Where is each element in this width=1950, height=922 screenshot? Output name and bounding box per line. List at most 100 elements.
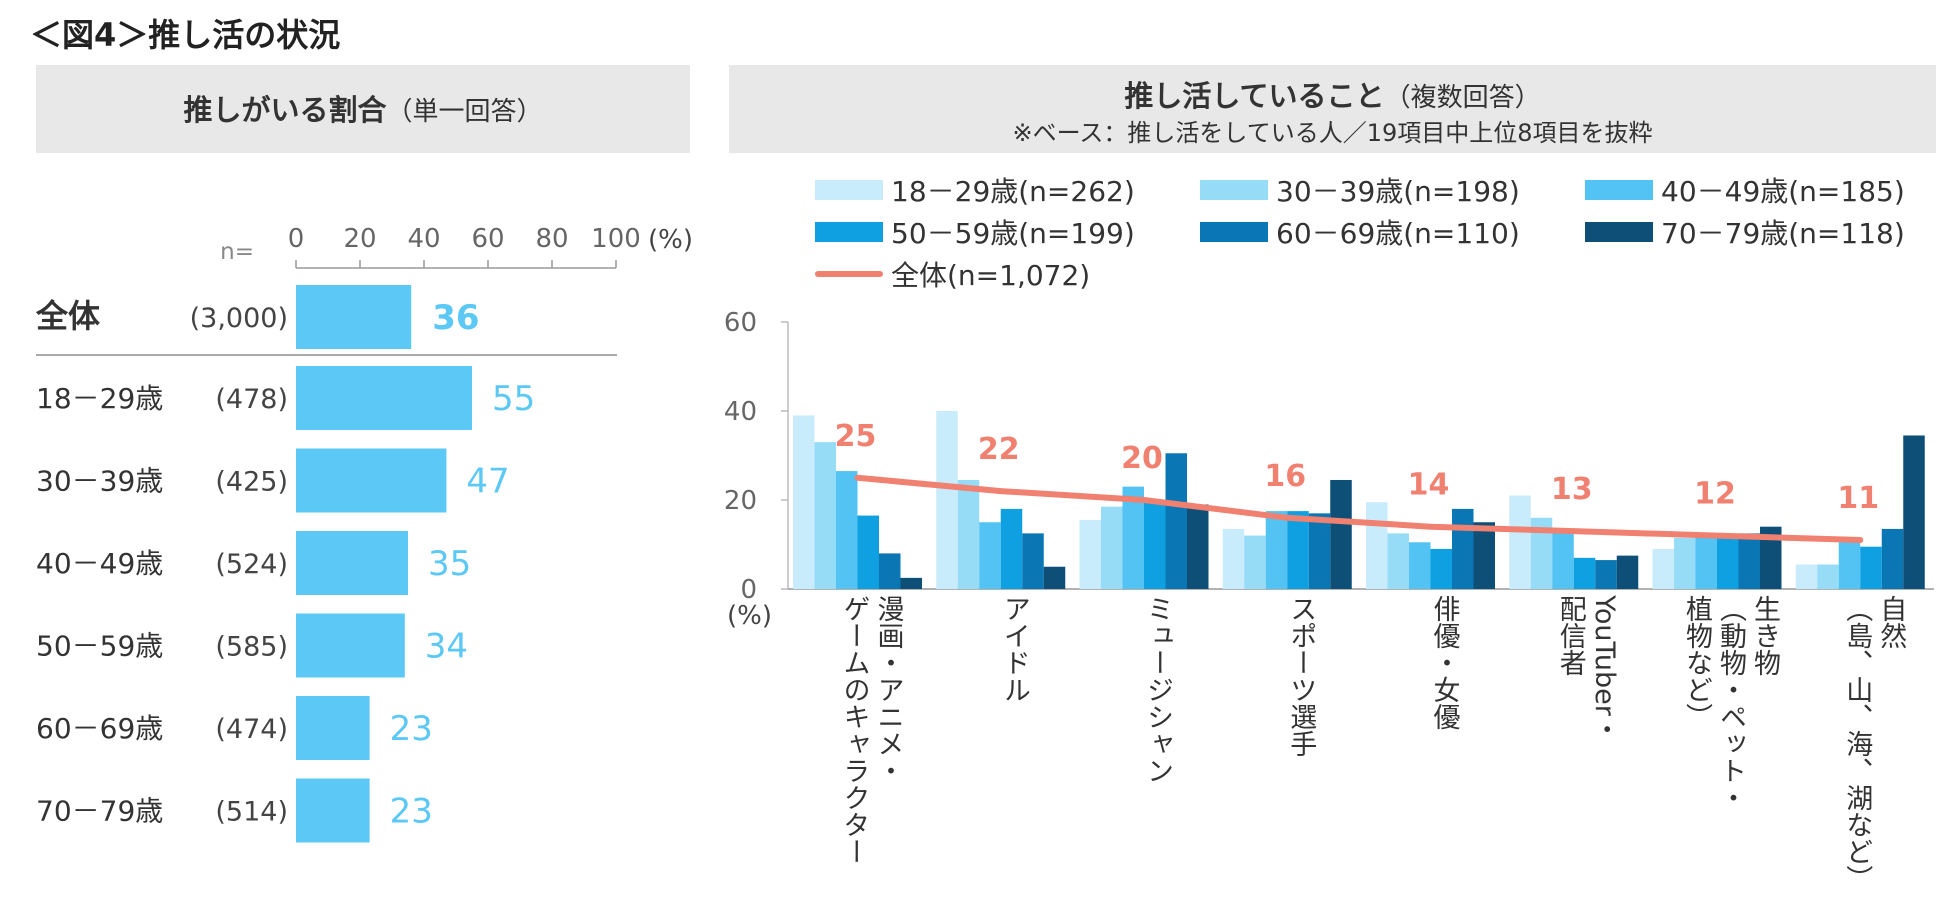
left-bar bbox=[296, 531, 408, 595]
right-bar bbox=[900, 577, 922, 589]
left-data-label: 47 bbox=[466, 462, 509, 502]
category-label: 自然 bbox=[1875, 595, 1907, 649]
left-n-value: (3,000) bbox=[190, 303, 288, 334]
legend-swatch bbox=[815, 222, 883, 242]
category-label: 配信者 bbox=[1554, 595, 1586, 676]
legend-label: 60－69歳(n=110) bbox=[1276, 217, 1520, 250]
legend-item: 50－59歳(n=199) bbox=[815, 214, 1135, 250]
left-x-tick-label: 40 bbox=[407, 224, 440, 254]
right-bar bbox=[979, 522, 1001, 589]
left-panel-header: 推しがいる割合（単一回答） bbox=[36, 65, 690, 153]
legend-item-total: 全体(n=1,072) bbox=[815, 256, 1090, 292]
right-y-tick-label: 40 bbox=[724, 397, 757, 427]
left-x-unit-label: (%) bbox=[648, 225, 693, 255]
right-bar bbox=[1473, 522, 1495, 589]
right-bar bbox=[1695, 533, 1717, 589]
right-bar bbox=[1430, 548, 1452, 589]
right-bar bbox=[793, 415, 815, 589]
right-panel-title: 推し活していること bbox=[1124, 79, 1385, 113]
right-bar bbox=[1043, 566, 1066, 589]
left-n-value: (514) bbox=[215, 797, 288, 828]
right-bar bbox=[1760, 526, 1782, 589]
right-bar bbox=[1101, 506, 1123, 589]
left-data-label: 23 bbox=[390, 792, 433, 832]
right-bar bbox=[1022, 533, 1044, 589]
legend-label: 30－39歳(n=198) bbox=[1276, 175, 1520, 208]
category-label: アイドル bbox=[998, 595, 1030, 703]
total-line-label: 20 bbox=[1121, 441, 1163, 476]
right-panel-note: ※ベース：推し活をしている人／19項目中上位8項目を抜粋 bbox=[1012, 119, 1653, 147]
left-bar bbox=[296, 778, 370, 843]
right-bar bbox=[1530, 517, 1553, 589]
right-bar bbox=[1674, 537, 1696, 589]
legend-item: 40－49歳(n=185) bbox=[1585, 172, 1905, 208]
right-bar bbox=[1409, 542, 1431, 589]
left-data-label: 35 bbox=[428, 544, 471, 584]
left-x-tick-label: 60 bbox=[471, 224, 504, 254]
total-line-label: 16 bbox=[1264, 459, 1306, 494]
left-bar bbox=[296, 448, 447, 513]
left-category-label: 30－39歳 bbox=[36, 465, 163, 498]
category-label: 漫画・アニメ・ bbox=[872, 595, 904, 784]
right-bar bbox=[857, 515, 879, 589]
right-bar bbox=[1452, 508, 1474, 589]
right-bar bbox=[1881, 528, 1904, 589]
total-line-label: 25 bbox=[835, 419, 877, 454]
legend-label: 50－59歳(n=199) bbox=[891, 217, 1135, 250]
legend-item: 18－29歳(n=262) bbox=[815, 172, 1135, 208]
total-line-label: 14 bbox=[1408, 468, 1450, 503]
right-panel-header: 推し活していること（複数回答） ※ベース：推し活をしている人／19項目中上位8項… bbox=[729, 65, 1936, 153]
left-bar bbox=[296, 285, 412, 349]
legend-item: 70－79歳(n=118) bbox=[1585, 214, 1905, 250]
legend-swatch bbox=[1585, 222, 1653, 242]
left-n-value: (585) bbox=[215, 632, 288, 663]
category-label: （島、山、海、湖など） bbox=[1841, 595, 1873, 892]
right-bar bbox=[1265, 511, 1288, 589]
left-x-tick-label: 100 bbox=[591, 224, 641, 254]
right-bar bbox=[1308, 513, 1331, 589]
legend-label: 全体(n=1,072) bbox=[891, 259, 1091, 292]
left-n-value: (474) bbox=[215, 714, 288, 745]
left-data-label: 23 bbox=[390, 709, 433, 749]
left-data-label: 36 bbox=[432, 298, 479, 338]
total-line-label: 22 bbox=[978, 432, 1020, 467]
legend-label: 70－79歳(n=118) bbox=[1661, 217, 1905, 250]
figure-title: ＜図4＞推し活の状況 bbox=[30, 16, 341, 54]
total-line bbox=[854, 474, 1864, 544]
left-category-label: 18－29歳 bbox=[36, 382, 163, 415]
category-label: ミュージシャン bbox=[1142, 595, 1173, 784]
left-category-label: 50－59歳 bbox=[36, 630, 163, 663]
right-bar bbox=[1330, 479, 1352, 589]
right-bar bbox=[1509, 495, 1531, 589]
left-category-label: 全体 bbox=[35, 297, 100, 335]
category-label: スポーツ選手 bbox=[1285, 595, 1317, 757]
left-n-label: n= bbox=[220, 239, 254, 265]
right-bar bbox=[1552, 533, 1574, 589]
right-bar bbox=[1573, 557, 1596, 589]
right-bar bbox=[1652, 548, 1674, 589]
left-n-value: (524) bbox=[215, 549, 288, 580]
left-bar bbox=[296, 366, 472, 430]
right-bar bbox=[1838, 542, 1861, 589]
left-n-value: (425) bbox=[215, 467, 288, 498]
right-bar bbox=[1795, 564, 1818, 589]
right-y-tick-label: 0 bbox=[740, 575, 757, 605]
right-panel-subtitle: （複数回答） bbox=[1384, 83, 1541, 113]
legend-swatch bbox=[815, 180, 883, 200]
right-bar bbox=[1122, 486, 1144, 589]
category-label: ゲームのキャラクター bbox=[838, 595, 870, 865]
left-data-label: 34 bbox=[425, 627, 468, 667]
category-label: YouTuber・ bbox=[1588, 595, 1620, 743]
right-bar bbox=[957, 479, 980, 589]
right-bar bbox=[936, 411, 958, 589]
left-x-tick-label: 80 bbox=[535, 224, 568, 254]
left-category-label: 60－69歳 bbox=[36, 712, 163, 745]
right-y-tick-label: 20 bbox=[724, 486, 757, 516]
legend-item: 30－39歳(n=198) bbox=[1200, 172, 1520, 208]
right-bar bbox=[1717, 537, 1739, 589]
right-bar bbox=[1366, 502, 1388, 589]
left-panel-subtitle: （単一回答） bbox=[386, 97, 543, 127]
total-line-label: 11 bbox=[1837, 481, 1879, 516]
right-bar bbox=[1287, 511, 1309, 589]
